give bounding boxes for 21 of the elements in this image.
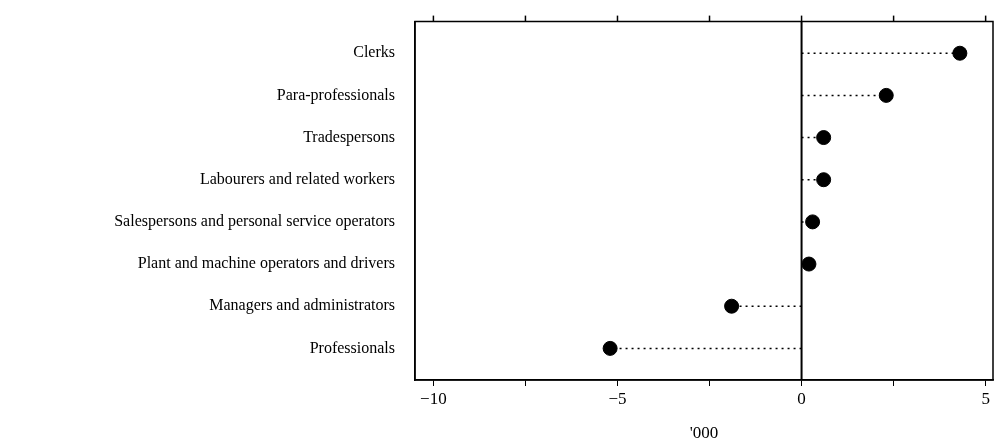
point	[816, 172, 832, 188]
y-tick-label: Managers and administrators	[209, 296, 395, 315]
point	[952, 45, 968, 61]
point	[724, 298, 740, 314]
y-tick-label: Labourers and related workers	[199, 169, 395, 187]
point	[816, 130, 832, 146]
y-tick-label: Salespersons and personal service operators	[114, 212, 395, 231]
y-tick-label: Plant and machine operators and drivers	[137, 254, 395, 273]
x-tick-label: −10	[420, 388, 447, 408]
x-axis-title: '000	[689, 423, 719, 443]
y-tick-label: Clerks	[353, 43, 395, 61]
x-tick-label: 0	[797, 388, 806, 408]
y-tick-label: Tradespersons	[303, 127, 395, 146]
point	[602, 340, 618, 356]
y-tick-label: Para-professionals	[276, 85, 395, 104]
point	[805, 214, 821, 230]
x-tick-label: −5	[608, 388, 627, 408]
x-tick-label: 5	[981, 388, 990, 408]
y-tick-label: Professionals	[309, 338, 395, 356]
point	[801, 256, 817, 272]
point	[878, 87, 894, 103]
